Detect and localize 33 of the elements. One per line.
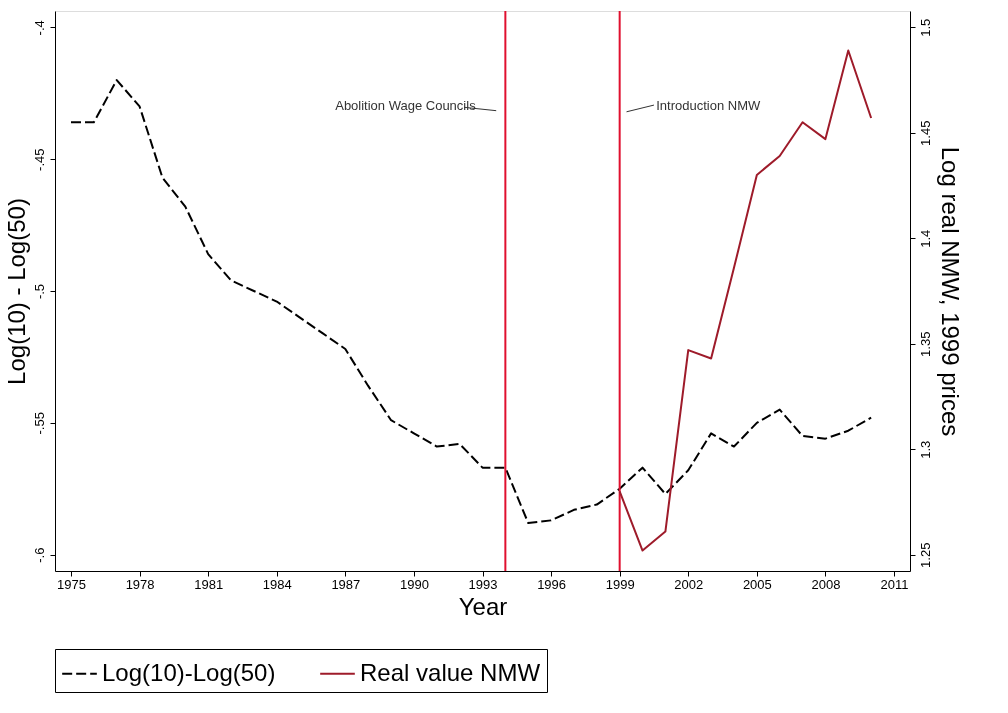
legend-label: Log(10)-Log(50): [102, 658, 276, 686]
y-tick-label: -.45: [31, 148, 47, 171]
y2-tick-label: 1.3: [917, 440, 933, 459]
legend-label: Real value NMW: [360, 658, 541, 686]
ref-line-label: Introduction NMW: [656, 98, 762, 114]
y2-tick-label: 1.25: [917, 542, 933, 568]
x-tick-label: 2011: [880, 576, 909, 592]
x-tick-label: 2008: [811, 576, 841, 592]
x-tick-label: 1996: [537, 576, 567, 592]
x-tick-label: 2002: [674, 576, 704, 592]
y2-tick-label: 1.4: [917, 229, 933, 248]
line-series: [618, 49, 873, 552]
y-tick-label: -.6: [31, 547, 47, 563]
y-axis-title: Log(10) - Log(50): [2, 198, 30, 385]
y2-tick-label: 1.5: [917, 18, 933, 37]
y2-tick-label: 1.45: [917, 120, 933, 146]
x-axis-title: Year: [458, 592, 508, 620]
x-tick-label: 1984: [262, 576, 292, 592]
x-tick-label: 1999: [605, 576, 635, 592]
x-tick-label: 1993: [468, 576, 498, 592]
x-tick-label: 1975: [57, 576, 86, 592]
x-tick-label: 1987: [331, 576, 361, 592]
x-tick-label: 1990: [399, 576, 429, 592]
line-series: [70, 79, 873, 525]
y2-axis-title: Log real NMW, 1999 prices: [936, 146, 964, 437]
x-tick-label: 1981: [194, 576, 224, 592]
x-tick-label: 2005: [742, 576, 772, 592]
x-tick-label: 1978: [125, 576, 155, 592]
y2-tick-label: 1.35: [917, 331, 933, 357]
ref-line-label: Abolition Wage Councils: [335, 98, 477, 114]
y-tick-label: -.4: [31, 20, 47, 36]
y-tick-label: -.5: [31, 283, 47, 300]
y-tick-label: -.55: [31, 412, 47, 435]
